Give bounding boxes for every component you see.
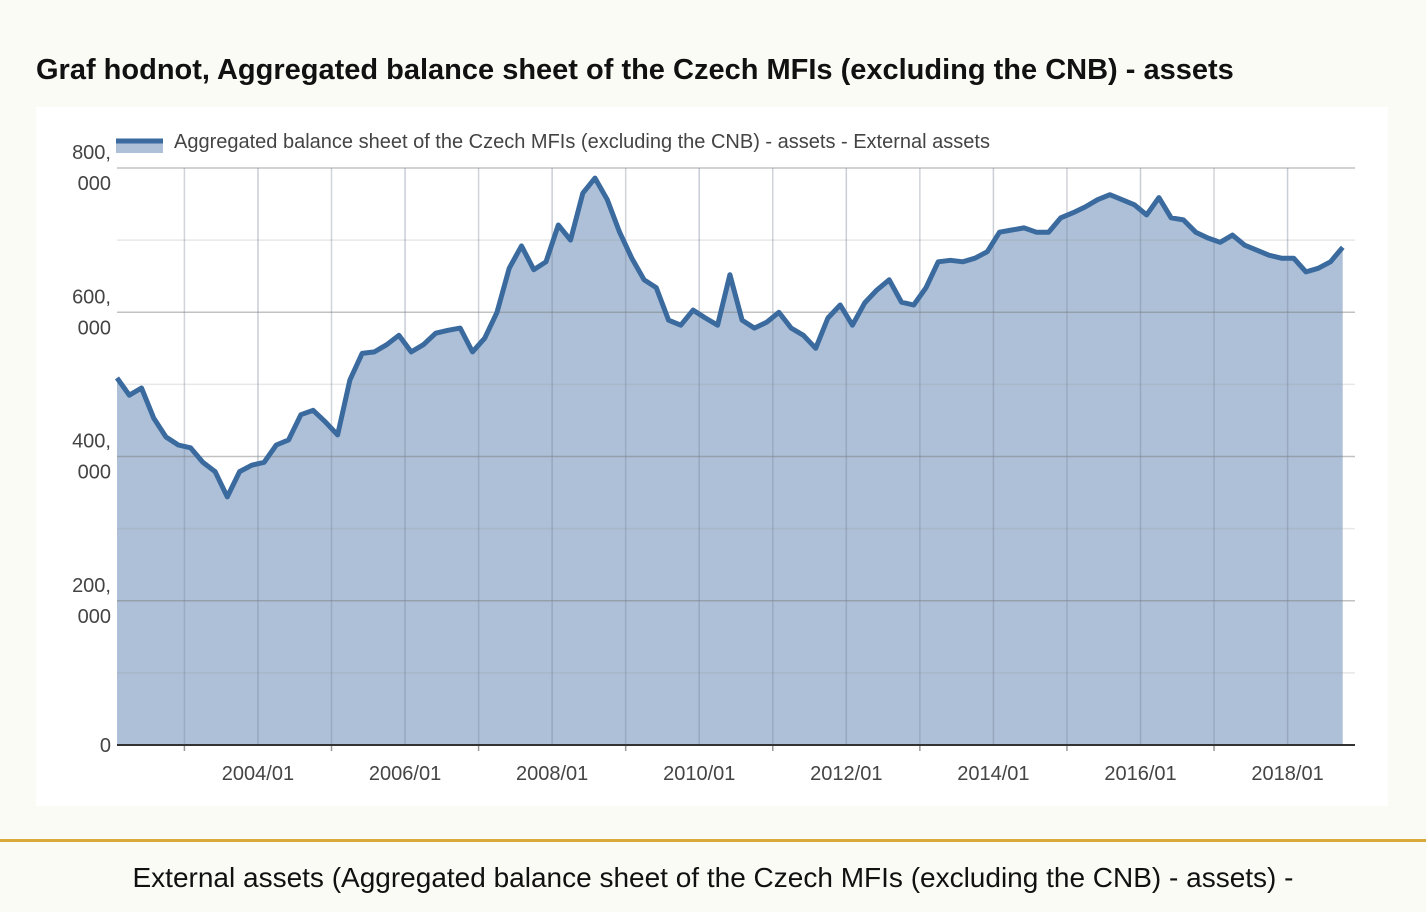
y-tick-label: 0 [100,735,111,757]
y-tick-label: 400, 000 [72,431,111,484]
x-tick-label: 2016/01 [1104,763,1176,785]
chart: Aggregated balance sheet of the Czech MF… [72,131,1355,785]
x-tick-label: 2008/01 [516,763,588,785]
caption: External assets (Aggregated balance shee… [132,862,1294,893]
y-tick-label: 800, 000 [72,142,111,195]
area-fill [117,178,1343,746]
x-tick-label: 2004/01 [222,763,294,785]
y-tick-label: 200, 000 [72,575,111,628]
divider [0,839,1426,842]
x-tick-label: 2018/01 [1251,763,1323,785]
x-tick-label: 2012/01 [810,763,882,785]
series-line [114,175,1345,500]
x-tick-label: 2014/01 [957,763,1029,785]
y-tick-label: 600, 000 [72,286,111,339]
legend-label: Aggregated balance sheet of the Czech MF… [174,131,990,153]
chart-title: Graf hodnot, Aggregated balance sheet of… [36,54,1234,86]
x-tick-label: 2006/01 [369,763,441,785]
x-tick-label: 2010/01 [663,763,735,785]
